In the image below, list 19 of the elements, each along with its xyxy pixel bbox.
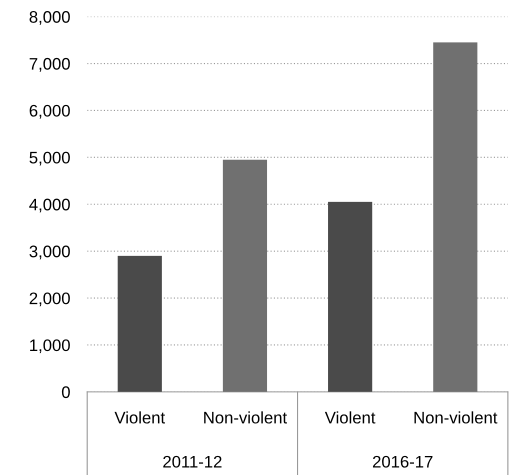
text: 2016-17 (372, 456, 432, 468)
x-tick-label: Non-violent (414, 411, 498, 424)
x-tick-label: Violent (324, 411, 376, 424)
y-tick-label: 4,000 (29, 198, 70, 212)
y-tick-label: 2,000 (30, 292, 70, 306)
y-tick-label: 7,000 (30, 58, 70, 72)
y-tick-label: 1,000 (30, 339, 70, 354)
y-tick-label: 0 (62, 386, 70, 398)
bar (222, 160, 268, 392)
bar (433, 42, 478, 392)
text: 2011-12 (163, 456, 222, 468)
x-tick-label: Violent (114, 411, 166, 424)
bar (328, 202, 372, 392)
bar (118, 256, 162, 392)
y-tick-label: 3,000 (29, 246, 70, 260)
x-tick-label: Non-violent (204, 411, 287, 424)
y-tick-label: 5,000 (30, 152, 70, 166)
y-tick-label: 6,000 (30, 104, 70, 119)
y-tick-label: 8,000 (30, 11, 70, 25)
